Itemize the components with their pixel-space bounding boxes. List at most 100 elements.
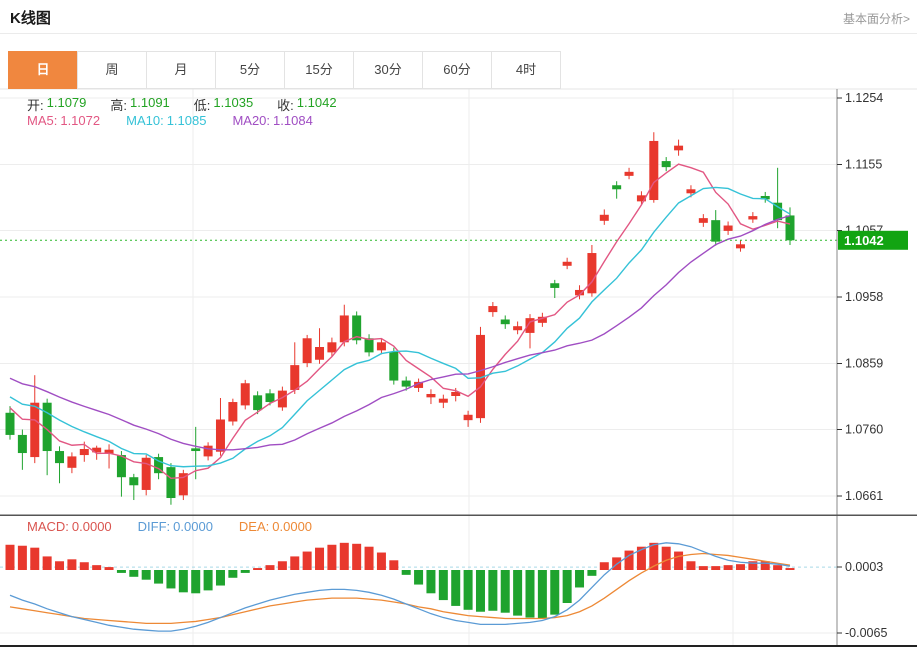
current-price-badge: 1.1042	[838, 230, 908, 250]
candle	[748, 216, 758, 220]
macd-bar	[426, 570, 436, 594]
macd-bar	[215, 570, 225, 586]
macd-bar	[463, 570, 473, 610]
candle	[253, 395, 263, 411]
macd-value: 0.0000	[71, 519, 112, 534]
macd-bar	[302, 551, 312, 570]
candle	[624, 171, 634, 176]
macd-label: MACD:	[27, 519, 69, 534]
close-value: 1.1042	[296, 95, 337, 110]
macd-legend: MACD: 0.0000 DIFF: 0.0000 DEA: 0.0000	[27, 519, 312, 534]
tab-5min[interactable]: 5分	[215, 51, 285, 89]
candle	[79, 449, 89, 456]
high-value: 1.1091	[130, 95, 170, 110]
macd-bar	[686, 561, 696, 570]
tab-week[interactable]: 周	[77, 51, 147, 89]
candle	[55, 451, 65, 464]
period-tabbar: 日 周 月 5分 15分 30分 60分 4时	[8, 51, 561, 89]
candle	[166, 467, 176, 499]
candle	[550, 283, 560, 288]
tab-60min[interactable]: 60分	[422, 51, 492, 89]
price-tick-label: 1.0859	[845, 356, 883, 370]
candle	[265, 393, 275, 403]
candle	[228, 402, 238, 422]
low-value: 1.1035	[213, 95, 254, 110]
candle	[104, 449, 114, 454]
candle	[401, 380, 411, 387]
candle	[575, 289, 585, 296]
tab-month[interactable]: 月	[146, 51, 216, 89]
macd-bar	[414, 570, 424, 585]
macd-bar	[735, 564, 745, 570]
macd-bar	[624, 550, 634, 570]
diff-value: 0.0000	[173, 519, 213, 534]
macd-bar	[277, 561, 287, 570]
candle	[698, 218, 708, 223]
candle	[5, 412, 15, 435]
macd-bar	[760, 561, 770, 570]
macd-bar	[315, 547, 325, 570]
candle	[426, 393, 436, 398]
candle	[277, 390, 287, 408]
macd-bar	[785, 568, 795, 570]
low-label: 低:	[193, 98, 211, 113]
candle	[240, 383, 250, 406]
macd-bar	[30, 547, 40, 570]
candle	[438, 398, 448, 403]
page-title: K线图	[10, 10, 51, 27]
macd-bar	[253, 568, 263, 570]
macd-bar	[178, 570, 188, 593]
macd-bar	[116, 570, 126, 573]
macd-bar	[698, 566, 708, 570]
macd-bar	[599, 562, 609, 570]
macd-bar	[67, 559, 77, 570]
tab-day[interactable]: 日	[8, 51, 78, 89]
tab-15min[interactable]: 15分	[284, 51, 354, 89]
candles	[5, 132, 795, 505]
candle	[191, 448, 201, 452]
candle	[686, 189, 696, 194]
price-tick-label: 1.1254	[845, 91, 883, 105]
candle	[463, 414, 473, 421]
ma20-line	[9, 214, 791, 451]
macd-bar	[773, 565, 783, 570]
macd-bar	[154, 570, 164, 584]
high-label: 高:	[110, 98, 128, 113]
macd-bar	[240, 570, 250, 573]
macd-bar	[290, 556, 300, 570]
candle	[773, 202, 783, 221]
ma10-value: 1.1085	[166, 113, 207, 128]
tab-30min[interactable]: 30分	[353, 51, 423, 89]
candle	[42, 402, 52, 452]
fundamental-analysis-link[interactable]: 基本面分析>	[842, 12, 910, 26]
dea-label: DEA:	[238, 519, 270, 534]
diff-line	[9, 542, 791, 632]
candle	[414, 381, 424, 388]
macd-bar	[327, 544, 337, 570]
candle	[649, 140, 659, 201]
macd-bar	[5, 544, 15, 570]
macd-bar	[587, 570, 597, 576]
macd-bar	[500, 570, 510, 613]
macd-bar	[475, 570, 485, 612]
candle	[92, 447, 102, 453]
ma10-line	[9, 186, 791, 468]
tab-4hour[interactable]: 4时	[491, 51, 561, 89]
macd-bar	[92, 565, 102, 570]
candle	[327, 342, 337, 353]
macd-bar	[55, 561, 65, 570]
macd-bar	[451, 570, 461, 606]
candle	[302, 338, 312, 364]
macd-bar	[376, 552, 386, 570]
macd-bar	[129, 570, 139, 577]
candle	[587, 253, 597, 294]
candle	[30, 402, 40, 458]
candle	[475, 334, 485, 419]
macd-bar	[649, 542, 659, 570]
candle	[612, 185, 622, 190]
macd-bar	[674, 551, 684, 570]
macd-bar	[438, 570, 448, 601]
candle	[178, 473, 188, 496]
macd-bar	[339, 542, 349, 570]
